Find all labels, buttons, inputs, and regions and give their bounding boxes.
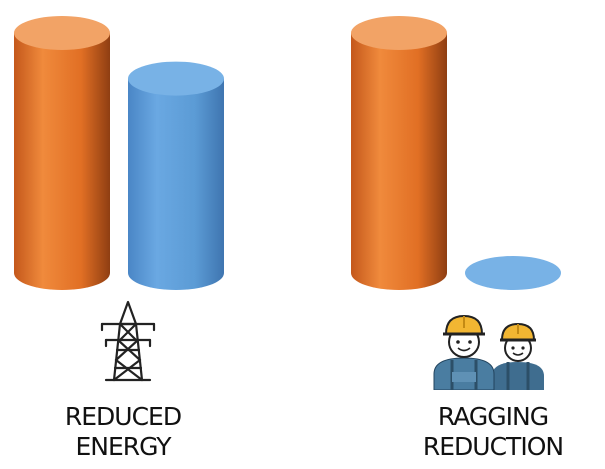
category-label-line: RAGGING (437, 402, 549, 431)
workers-hardhat-icon (433, 314, 544, 390)
category-label-line: REDUCTION (422, 432, 564, 461)
bar-cylinder-blue-0 (128, 61, 224, 290)
category-label-ragging-reduction: RAGGING REDUCTION (398, 402, 588, 462)
bar-cylinder-orange-1 (351, 16, 447, 290)
category-label-line: REDUCED (64, 402, 182, 431)
category-label-reduced-energy: REDUCED ENERGY (38, 402, 208, 462)
bar-cylinder-orange-0 (14, 16, 110, 290)
bar-cylinder-blue-1 (465, 256, 561, 290)
category-label-line: ENERGY (75, 432, 171, 461)
power-tower-icon (100, 300, 156, 382)
